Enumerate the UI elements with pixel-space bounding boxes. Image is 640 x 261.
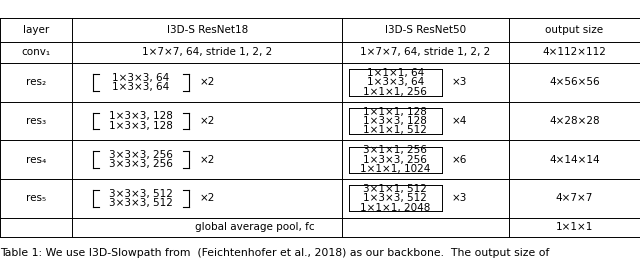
Text: 1×1×1: 1×1×1 [556,222,593,233]
Text: 1×1×1, 512: 1×1×1, 512 [364,126,427,135]
Text: I3D-S ResNet50: I3D-S ResNet50 [385,25,466,35]
Text: 4×56×56: 4×56×56 [549,78,600,87]
Text: 1×3×3, 64: 1×3×3, 64 [113,73,170,83]
Text: 3×3×3, 256: 3×3×3, 256 [109,159,173,169]
Text: ×3: ×3 [452,78,467,87]
Text: res₅: res₅ [26,193,46,203]
Text: 4×14×14: 4×14×14 [549,155,600,165]
Text: 4×112×112: 4×112×112 [543,48,606,57]
Text: 1×3×3, 256: 1×3×3, 256 [364,155,427,165]
Text: 1×3×3, 64: 1×3×3, 64 [367,78,424,87]
Text: res₄: res₄ [26,155,46,165]
Text: 1×1×1, 256: 1×1×1, 256 [364,87,427,97]
Text: 3×3×3, 512: 3×3×3, 512 [109,189,173,199]
Text: 1×1×1, 128: 1×1×1, 128 [364,107,427,117]
Text: ×2: ×2 [200,193,215,203]
Text: 1×1×1, 2048: 1×1×1, 2048 [360,203,430,213]
Text: res₂: res₂ [26,78,46,87]
Text: 3×1×1, 512: 3×1×1, 512 [364,184,427,194]
Text: 1×3×3, 128: 1×3×3, 128 [364,116,427,126]
Text: ×3: ×3 [452,193,467,203]
Text: 1×7×7, 64, stride 1, 2, 2: 1×7×7, 64, stride 1, 2, 2 [360,48,491,57]
Text: 1×3×3, 128: 1×3×3, 128 [109,121,173,131]
Text: 1×1×1, 1024: 1×1×1, 1024 [360,164,430,174]
Text: output size: output size [545,25,604,35]
Text: layer: layer [23,25,49,35]
Text: ×4: ×4 [452,116,467,126]
Text: 4×7×7: 4×7×7 [556,193,593,203]
Text: res₃: res₃ [26,116,46,126]
Text: 3×3×3, 512: 3×3×3, 512 [109,198,173,208]
Text: ×2: ×2 [200,116,215,126]
Text: 4×28×28: 4×28×28 [549,116,600,126]
Text: 1×7×7, 64, stride 1, 2, 2: 1×7×7, 64, stride 1, 2, 2 [142,48,273,57]
Text: I3D-S ResNet18: I3D-S ResNet18 [167,25,248,35]
Text: 1×3×3, 512: 1×3×3, 512 [364,193,427,203]
Text: 3×3×3, 256: 3×3×3, 256 [109,150,173,160]
Text: 1×3×3, 64: 1×3×3, 64 [113,82,170,92]
Text: conv₁: conv₁ [22,48,51,57]
Text: ×6: ×6 [452,155,467,165]
Text: ×2: ×2 [200,78,215,87]
Text: ×2: ×2 [200,155,215,165]
Text: 1×1×1, 64: 1×1×1, 64 [367,68,424,78]
Text: Table 1: We use I3D-Slowpath from  (Feichtenhofer et al., 2018) as our backbone.: Table 1: We use I3D-Slowpath from (Feich… [0,248,549,258]
Text: 1×3×3, 128: 1×3×3, 128 [109,111,173,121]
Text: global average pool, fc: global average pool, fc [195,222,314,233]
Text: 3×1×1, 256: 3×1×1, 256 [364,145,427,155]
